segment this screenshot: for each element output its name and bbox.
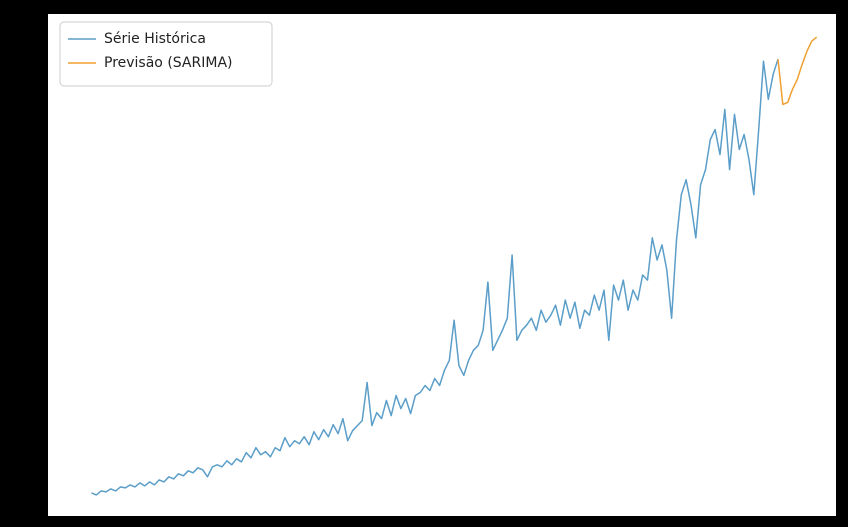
legend xyxy=(59,21,273,87)
series-line xyxy=(777,36,818,106)
series-line xyxy=(91,58,779,496)
legend-label: Previsão (SARIMA) xyxy=(104,55,232,71)
plot-area xyxy=(48,14,836,516)
legend-label: Série Histórica xyxy=(104,31,206,47)
lines xyxy=(91,36,818,496)
